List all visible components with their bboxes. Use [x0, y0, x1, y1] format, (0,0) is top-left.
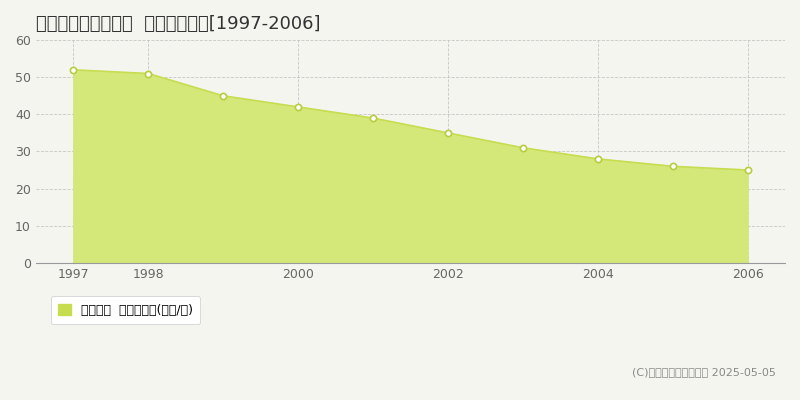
Legend: 基準地価  平均坪単価(万円/坪): 基準地価 平均坪単価(万円/坪)	[51, 296, 200, 324]
Text: 生駒郡斑鳩町稲葉西  基準地価推移[1997-2006]: 生駒郡斑鳩町稲葉西 基準地価推移[1997-2006]	[36, 15, 320, 33]
Text: (C)土地価格ドットコム 2025-05-05: (C)土地価格ドットコム 2025-05-05	[632, 367, 776, 377]
